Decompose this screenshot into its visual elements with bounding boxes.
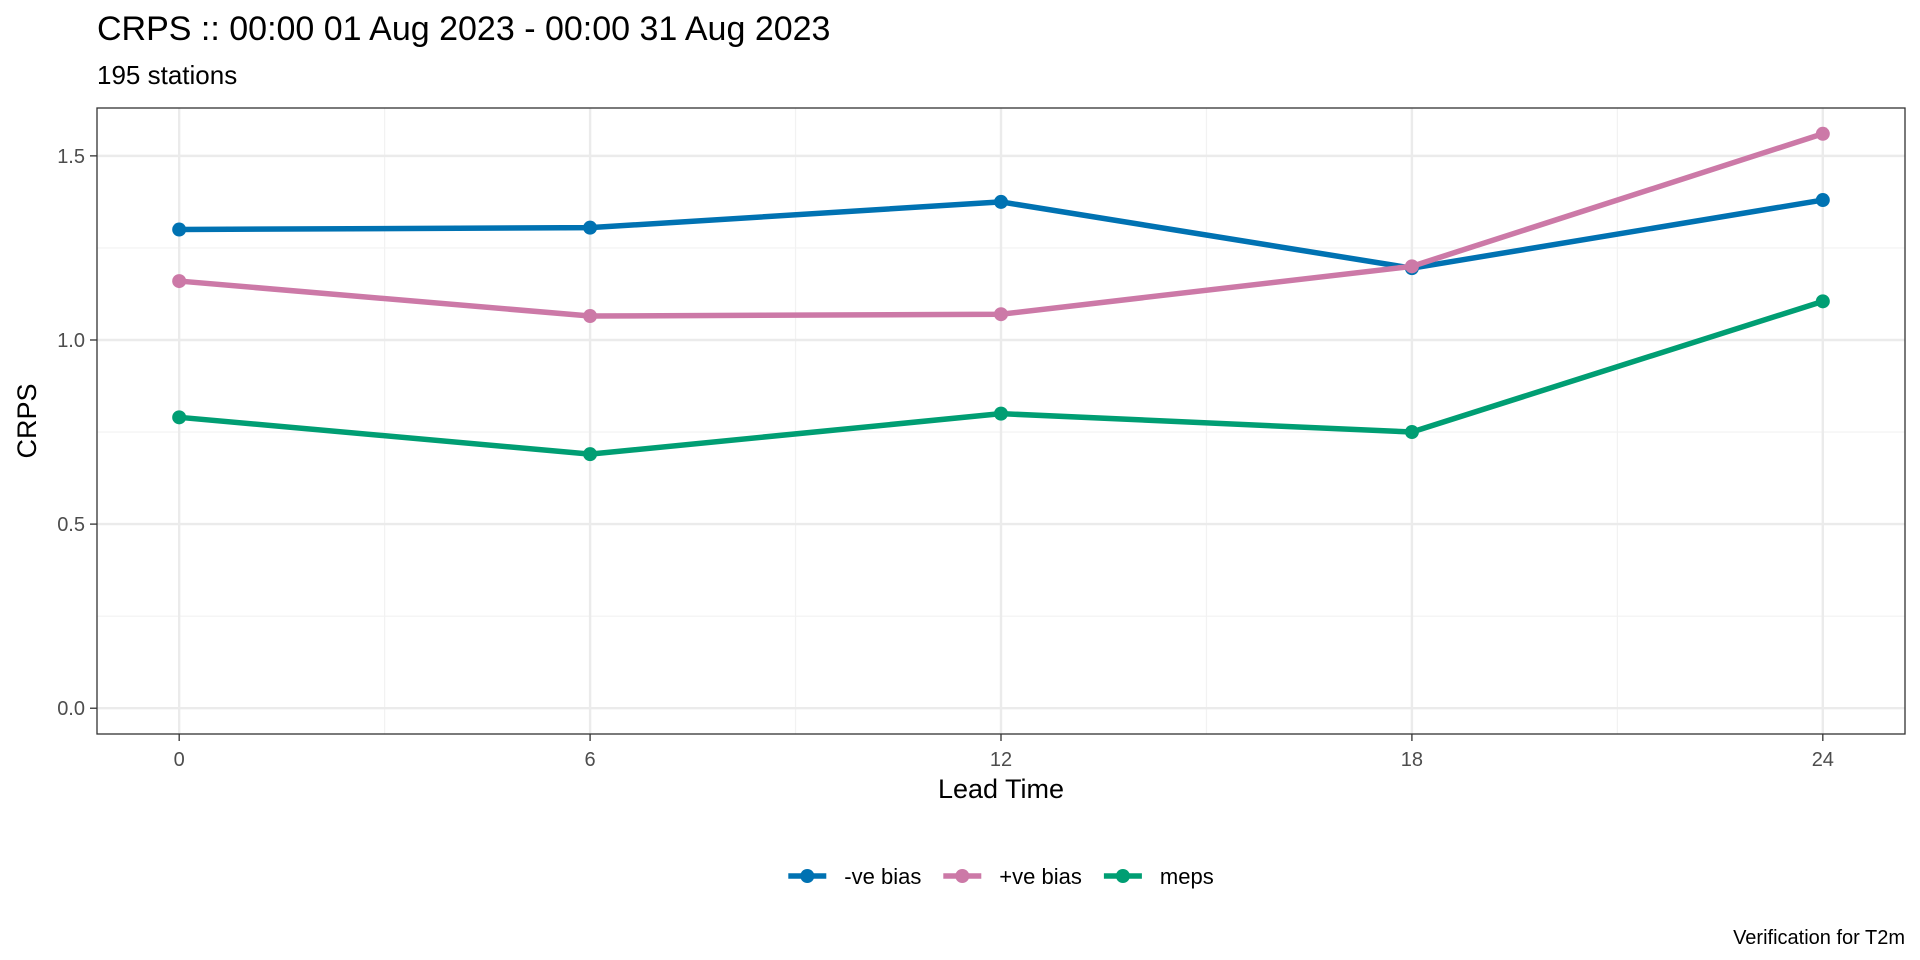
legend-label: -ve bias bbox=[844, 864, 921, 889]
legend-label: meps bbox=[1160, 864, 1214, 889]
legend-key-point bbox=[955, 869, 970, 883]
x-tick-label: 18 bbox=[1401, 749, 1423, 771]
y-axis-title: CRPS bbox=[12, 383, 42, 458]
legend-key-point bbox=[1115, 869, 1130, 883]
y-tick-label: 1.0 bbox=[57, 330, 85, 352]
series-group bbox=[172, 294, 1830, 462]
x-tick-label: 24 bbox=[1812, 749, 1834, 771]
chart-subtitle: 195 stations bbox=[97, 60, 237, 90]
data-point bbox=[583, 447, 598, 462]
x-axis-title: Lead Time bbox=[938, 774, 1064, 804]
chart-title: CRPS :: 00:00 01 Aug 2023 - 00:00 31 Aug… bbox=[97, 10, 830, 48]
legend-label: +ve bias bbox=[999, 864, 1082, 889]
series-layer bbox=[172, 126, 1830, 462]
grid-major bbox=[97, 108, 1905, 734]
chart-caption: Verification for T2m bbox=[1733, 927, 1905, 949]
data-point bbox=[172, 274, 187, 289]
y-axis: 0.0 0.5 1.0 1.5 bbox=[57, 146, 97, 720]
data-point bbox=[1404, 259, 1419, 274]
data-point bbox=[1815, 294, 1830, 309]
x-tick-label: 12 bbox=[990, 749, 1012, 771]
data-point bbox=[1815, 193, 1830, 208]
legend-item: +ve bias bbox=[943, 864, 1082, 889]
data-point bbox=[583, 309, 598, 324]
legend-key-point bbox=[800, 869, 815, 883]
data-point bbox=[994, 307, 1008, 322]
x-tick-label: 6 bbox=[585, 749, 596, 771]
data-point bbox=[1404, 425, 1419, 440]
legend: -ve bias +ve bias meps bbox=[788, 864, 1214, 889]
y-tick-label: 1.5 bbox=[57, 146, 85, 168]
series-group bbox=[172, 126, 1830, 324]
x-tick-label: 0 bbox=[174, 749, 185, 771]
data-point bbox=[994, 406, 1008, 421]
data-point bbox=[583, 220, 598, 235]
legend-item: meps bbox=[1103, 864, 1214, 889]
y-tick-label: 0.0 bbox=[57, 698, 85, 720]
data-point bbox=[994, 194, 1008, 209]
data-point bbox=[1815, 126, 1830, 141]
data-point bbox=[172, 222, 187, 237]
x-axis: 0 6 12 18 24 bbox=[174, 734, 1834, 771]
data-point bbox=[172, 410, 187, 425]
y-tick-label: 0.5 bbox=[57, 514, 85, 536]
legend-item: -ve bias bbox=[788, 864, 921, 889]
